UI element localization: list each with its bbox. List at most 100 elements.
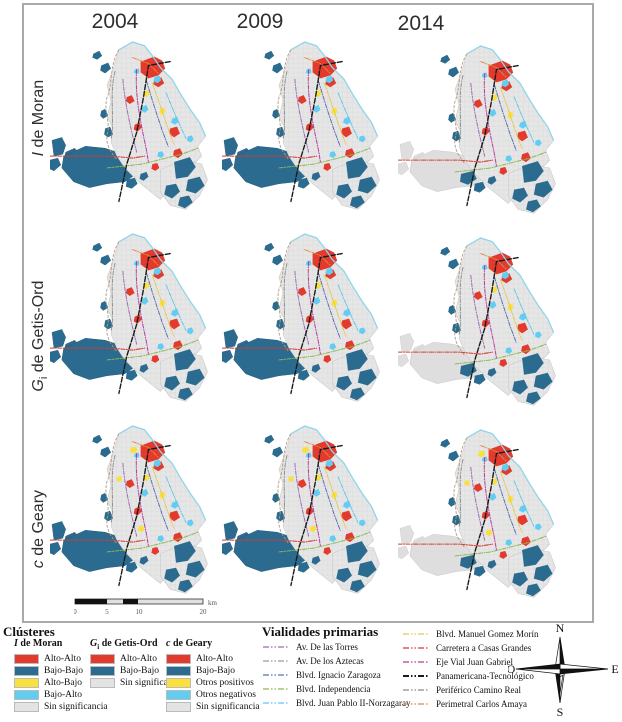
row-label-geary: c de Geary bbox=[30, 434, 50, 624]
legend-item-label: Sin significancia bbox=[120, 677, 184, 688]
legend-group-getis-ord: Gi de Getis-Ord Alto-Alto Bajo-Bajo Sin … bbox=[90, 638, 184, 690]
color-swatch bbox=[166, 701, 191, 712]
roads-legend-col2: Blvd. Manuel Gomez Morín Carretera a Cas… bbox=[402, 627, 539, 711]
legend-item-label: Otros positivos bbox=[196, 677, 254, 688]
road-legend-item: Av. De los Aztecas bbox=[262, 654, 410, 668]
road-legend-item: Perimetral Carlos Amaya bbox=[402, 697, 539, 711]
road-line-sample bbox=[263, 674, 289, 676]
legend-item-label: Otros negativos bbox=[196, 689, 256, 700]
road-legend-item: Blvd. Independencia bbox=[262, 682, 410, 696]
road-label: Eje Vial Juan Gabriel bbox=[436, 657, 514, 667]
map-moran-2004 bbox=[50, 36, 242, 228]
legend-item-label: Alto-Alto bbox=[44, 653, 81, 664]
map-getis-ord-2004 bbox=[50, 228, 242, 420]
map-getis-ord-2014 bbox=[394, 232, 594, 424]
color-swatch bbox=[14, 689, 39, 700]
row-label-geary-text: de Geary bbox=[29, 489, 47, 561]
road-label: Blvd. Ignacio Zaragoza bbox=[296, 670, 381, 680]
road-line-sample bbox=[263, 660, 289, 662]
scale-tick-0: 0 bbox=[74, 608, 77, 616]
road-line-sample bbox=[403, 661, 429, 663]
legend-moran-name: de Moran bbox=[17, 638, 63, 649]
legend-item: Otros positivos bbox=[166, 677, 260, 688]
road-legend-item: Blvd. Manuel Gomez Morín bbox=[402, 627, 539, 641]
color-swatch bbox=[90, 665, 115, 676]
color-swatch bbox=[14, 677, 39, 688]
legend-getis-symbol: G bbox=[90, 638, 98, 649]
color-swatch bbox=[14, 701, 39, 712]
road-legend-item: Blvd. Juan Pablo II-Norzagaray bbox=[262, 696, 410, 710]
road-line-sample bbox=[263, 688, 289, 690]
map-moran-2014 bbox=[394, 40, 594, 232]
legend-item-label: Alto-Alto bbox=[120, 653, 157, 664]
compass-north-label: N bbox=[556, 623, 565, 635]
legend-getis-sub: i bbox=[97, 643, 100, 651]
road-legend-item: Panamericana-Tecnológico bbox=[402, 669, 539, 683]
color-swatch bbox=[14, 653, 39, 664]
legend-item: Sin significancia bbox=[90, 677, 184, 688]
legend-item: Otros negativos bbox=[166, 689, 260, 700]
road-label: Av. De las Torres bbox=[296, 642, 358, 652]
map-geary-2014 bbox=[394, 424, 594, 616]
column-label-2014: 2014 bbox=[397, 12, 445, 35]
road-label: Blvd. Juan Pablo II-Norzagaray bbox=[296, 698, 411, 708]
column-label-2009: 2009 bbox=[236, 10, 284, 33]
legend-item: Bajo-Alto bbox=[14, 689, 108, 700]
scale-bar: 0 5 10 20 km bbox=[74, 598, 218, 616]
legend-item-label: Alto-Alto bbox=[196, 653, 233, 664]
legend-item-label: Bajo-Bajo bbox=[196, 665, 236, 676]
color-swatch bbox=[90, 677, 115, 688]
color-swatch bbox=[14, 665, 39, 676]
color-swatch bbox=[166, 689, 191, 700]
map-geary-2009 bbox=[222, 420, 414, 612]
map-moran-2009 bbox=[222, 36, 414, 228]
legend-item-label: Sin significancia bbox=[44, 701, 108, 712]
row-label-moran-text: de Moran bbox=[29, 79, 47, 152]
road-legend-item: Av. De las Torres bbox=[262, 640, 410, 654]
map-geary-2004 bbox=[50, 420, 242, 612]
legend-item: Alto-Bajo bbox=[14, 677, 108, 688]
compass-east-label: E bbox=[611, 662, 618, 676]
road-legend-item: Periférico Camino Real bbox=[402, 683, 539, 697]
legend-group-getis-title: Gi de Getis-Ord bbox=[90, 638, 184, 651]
legend-geary-name: de Geary bbox=[170, 638, 213, 649]
road-label: Blvd. Manuel Gomez Morín bbox=[436, 629, 539, 639]
legend-geary-symbol: c bbox=[166, 638, 171, 649]
row-label-moran-symbol: I bbox=[29, 151, 47, 157]
color-swatch bbox=[166, 677, 191, 688]
legend-item-label: Bajo-Alto bbox=[44, 689, 82, 700]
column-label-2004: 2004 bbox=[91, 10, 139, 33]
compass-south-label: S bbox=[557, 705, 564, 719]
legend-item-label: Bajo-Bajo bbox=[44, 665, 84, 676]
legend-group-geary: c de Geary Alto-Alto Bajo-Bajo Otros pos… bbox=[166, 638, 260, 714]
row-label-getis-text: de Getis-Ord bbox=[29, 280, 47, 377]
road-line-sample bbox=[403, 633, 429, 635]
legend-item: Alto-Alto bbox=[14, 653, 108, 664]
road-line-sample bbox=[403, 675, 429, 677]
roads-legend-col1: Av. De las Torres Av. De los Aztecas Blv… bbox=[262, 640, 410, 710]
legend-item-label: Alto-Bajo bbox=[44, 677, 82, 688]
road-line-sample bbox=[403, 703, 429, 705]
road-label: Periférico Camino Real bbox=[436, 685, 521, 695]
legend-item: Sin significancia bbox=[14, 701, 108, 712]
clusters-legend-title: Clústeres bbox=[3, 624, 55, 639]
legend-item: Bajo-Bajo bbox=[14, 665, 108, 676]
road-label: Perimetral Carlos Amaya bbox=[436, 699, 527, 709]
legend-getis-name: de Getis-Ord bbox=[99, 638, 158, 649]
legend-item: Alto-Alto bbox=[166, 653, 260, 664]
color-swatch bbox=[166, 653, 191, 664]
legend-item: Bajo-Bajo bbox=[90, 665, 184, 676]
road-legend-item: Carretera a Casas Grandes bbox=[402, 641, 539, 655]
legend-item: Alto-Alto bbox=[90, 653, 184, 664]
road-legend-item: Blvd. Ignacio Zaragoza bbox=[262, 668, 410, 682]
legend-item: Sin significancia bbox=[166, 701, 260, 712]
compass-rose: N S E O bbox=[508, 623, 619, 719]
row-label-getis-ord: Gi de Getis-Ord bbox=[30, 241, 50, 431]
row-label-moran: I de Moran bbox=[30, 23, 50, 213]
road-legend-item: Eje Vial Juan Gabriel bbox=[402, 655, 539, 669]
scale-bar-segment bbox=[123, 599, 138, 604]
scale-bar-segment bbox=[75, 599, 107, 604]
road-line-sample bbox=[403, 689, 429, 691]
scale-tick-5: 5 bbox=[105, 608, 109, 616]
